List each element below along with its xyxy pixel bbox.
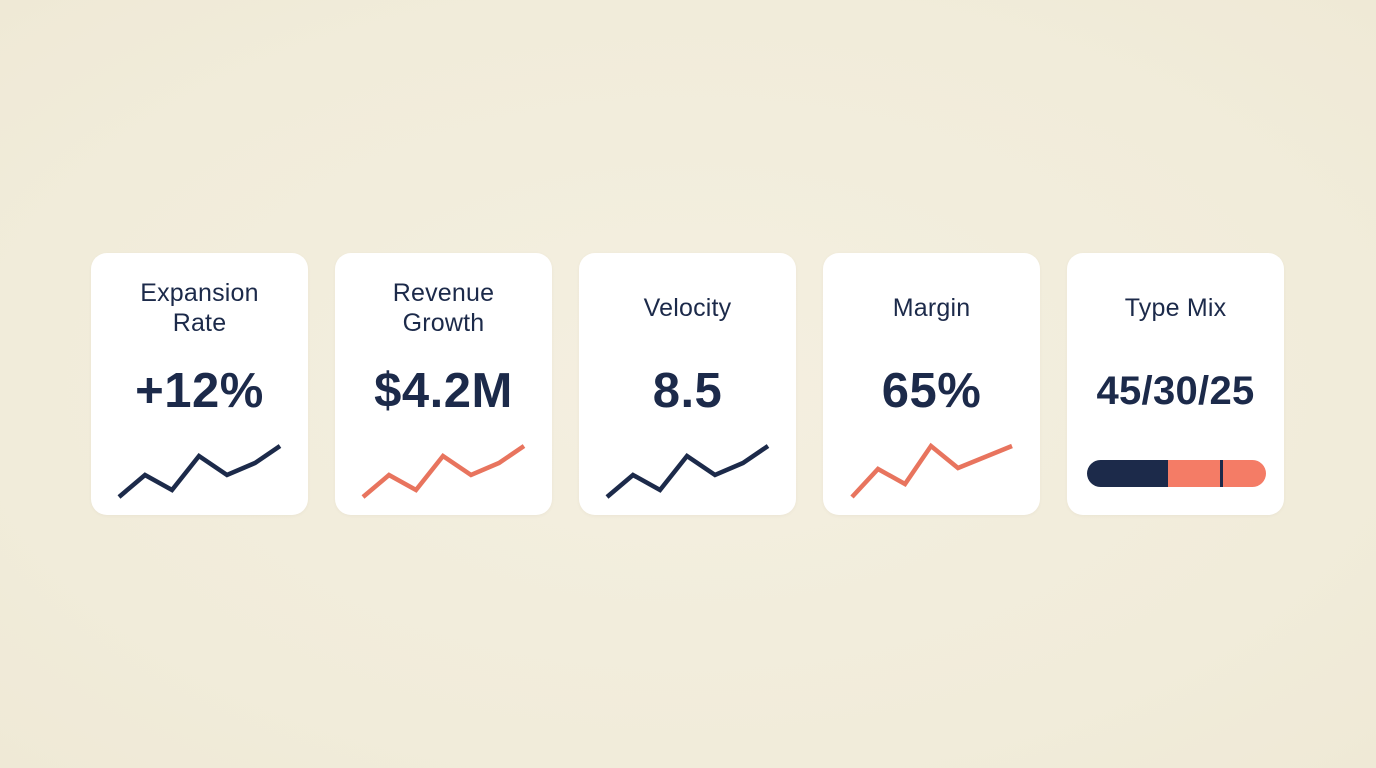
card-value: $4.2M (374, 364, 513, 418)
kpi-card-type-mix[interactable]: Type Mix 45/30/25 (1067, 253, 1284, 515)
kpi-card-revenue-growth[interactable]: Revenue Growth $4.2M (335, 253, 552, 515)
card-value: +12% (135, 364, 264, 418)
type-mix-stacked-bar (1087, 460, 1266, 487)
sparkline-chart-icon (605, 444, 770, 499)
kpi-card-margin[interactable]: Margin 65% (823, 253, 1040, 515)
card-title-line2: Rate (172, 309, 227, 337)
card-title: Type Mix (1067, 277, 1284, 339)
card-title-line1: Type Mix (1124, 294, 1227, 322)
mix-segment-45 (1087, 460, 1168, 487)
card-title-line1: Expansion (140, 279, 259, 307)
card-title: Revenue Growth (335, 277, 552, 339)
kpi-card-expansion-rate[interactable]: Expansion Rate +12% (91, 253, 308, 515)
sparkline-chart-icon (361, 444, 526, 499)
card-title-line1: Revenue (392, 279, 495, 307)
kpi-card-velocity[interactable]: Velocity 8.5 (579, 253, 796, 515)
card-title: Velocity (579, 277, 796, 339)
mix-segment-25 (1221, 460, 1266, 487)
sparkline-chart-icon (850, 442, 1013, 499)
mix-segment-30 (1167, 460, 1222, 487)
card-title: Margin (823, 277, 1040, 339)
kpi-card-row: Expansion Rate +12% Revenue Growth $4.2M (91, 253, 1284, 515)
card-title-line2: Growth (402, 309, 485, 337)
card-title-line1: Velocity (643, 294, 732, 322)
card-value: 8.5 (652, 364, 723, 418)
card-value: 65% (881, 364, 982, 418)
card-value: 45/30/25 (1096, 369, 1255, 413)
card-title: Expansion Rate (91, 277, 308, 339)
sparkline-chart-icon (117, 444, 282, 499)
mix-segment-divider (1219, 460, 1223, 487)
card-title-line1: Margin (892, 294, 971, 322)
